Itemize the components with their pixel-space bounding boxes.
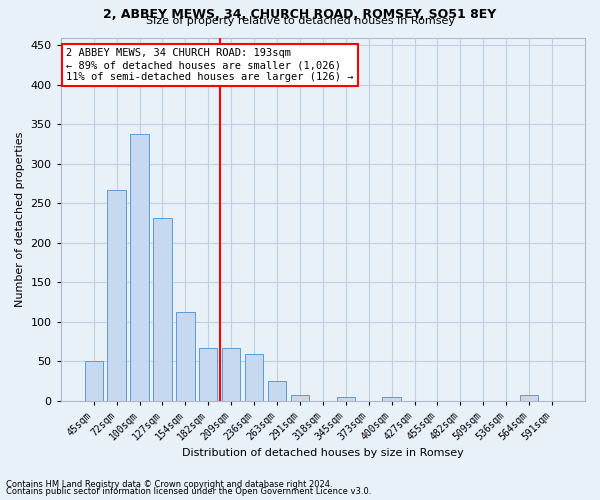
Text: 2, ABBEY MEWS, 34, CHURCH ROAD, ROMSEY, SO51 8EY: 2, ABBEY MEWS, 34, CHURCH ROAD, ROMSEY, …	[103, 8, 497, 20]
Bar	[130, 134, 149, 401]
Bar	[85, 362, 103, 401]
Bar	[176, 312, 194, 401]
Text: Contains HM Land Registry data © Crown copyright and database right 2024.: Contains HM Land Registry data © Crown c…	[6, 480, 332, 489]
Bar	[520, 396, 538, 401]
Bar	[245, 354, 263, 401]
Text: Contains public sector information licensed under the Open Government Licence v3: Contains public sector information licen…	[6, 487, 371, 496]
Bar	[382, 397, 401, 401]
Bar	[153, 218, 172, 401]
Y-axis label: Number of detached properties: Number of detached properties	[15, 132, 25, 307]
Bar	[291, 396, 309, 401]
Text: 2 ABBEY MEWS, 34 CHURCH ROAD: 193sqm
← 89% of detached houses are smaller (1,026: 2 ABBEY MEWS, 34 CHURCH ROAD: 193sqm ← 8…	[66, 48, 353, 82]
X-axis label: Distribution of detached houses by size in Romsey: Distribution of detached houses by size …	[182, 448, 464, 458]
Bar	[337, 397, 355, 401]
Bar	[107, 190, 126, 401]
Bar	[199, 348, 217, 401]
Text: Size of property relative to detached houses in Romsey: Size of property relative to detached ho…	[146, 16, 455, 26]
Bar	[222, 348, 241, 401]
Bar	[268, 381, 286, 401]
